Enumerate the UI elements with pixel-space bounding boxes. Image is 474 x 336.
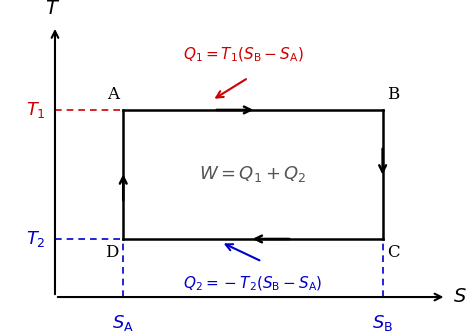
Text: $T_2$: $T_2$: [26, 229, 46, 249]
Text: B: B: [387, 86, 400, 103]
Text: C: C: [387, 244, 400, 261]
Text: D: D: [105, 244, 118, 261]
Text: $S$: $S$: [453, 288, 467, 306]
Text: $Q_2 = -T_2(S_\mathrm{B} - S_\mathrm{A})$: $Q_2 = -T_2(S_\mathrm{B} - S_\mathrm{A})…: [183, 275, 323, 293]
Text: $S_\mathrm{A}$: $S_\mathrm{A}$: [112, 313, 134, 333]
Text: A: A: [107, 86, 118, 103]
Text: $W = Q_1 + Q_2$: $W = Q_1 + Q_2$: [199, 164, 307, 184]
Text: $T_1$: $T_1$: [26, 100, 46, 120]
Text: $Q_1 = T_1(S_\mathrm{B} - S_\mathrm{A})$: $Q_1 = T_1(S_\mathrm{B} - S_\mathrm{A})$: [183, 46, 304, 64]
Text: $S_\mathrm{B}$: $S_\mathrm{B}$: [372, 313, 393, 333]
Text: $T$: $T$: [45, 0, 60, 18]
